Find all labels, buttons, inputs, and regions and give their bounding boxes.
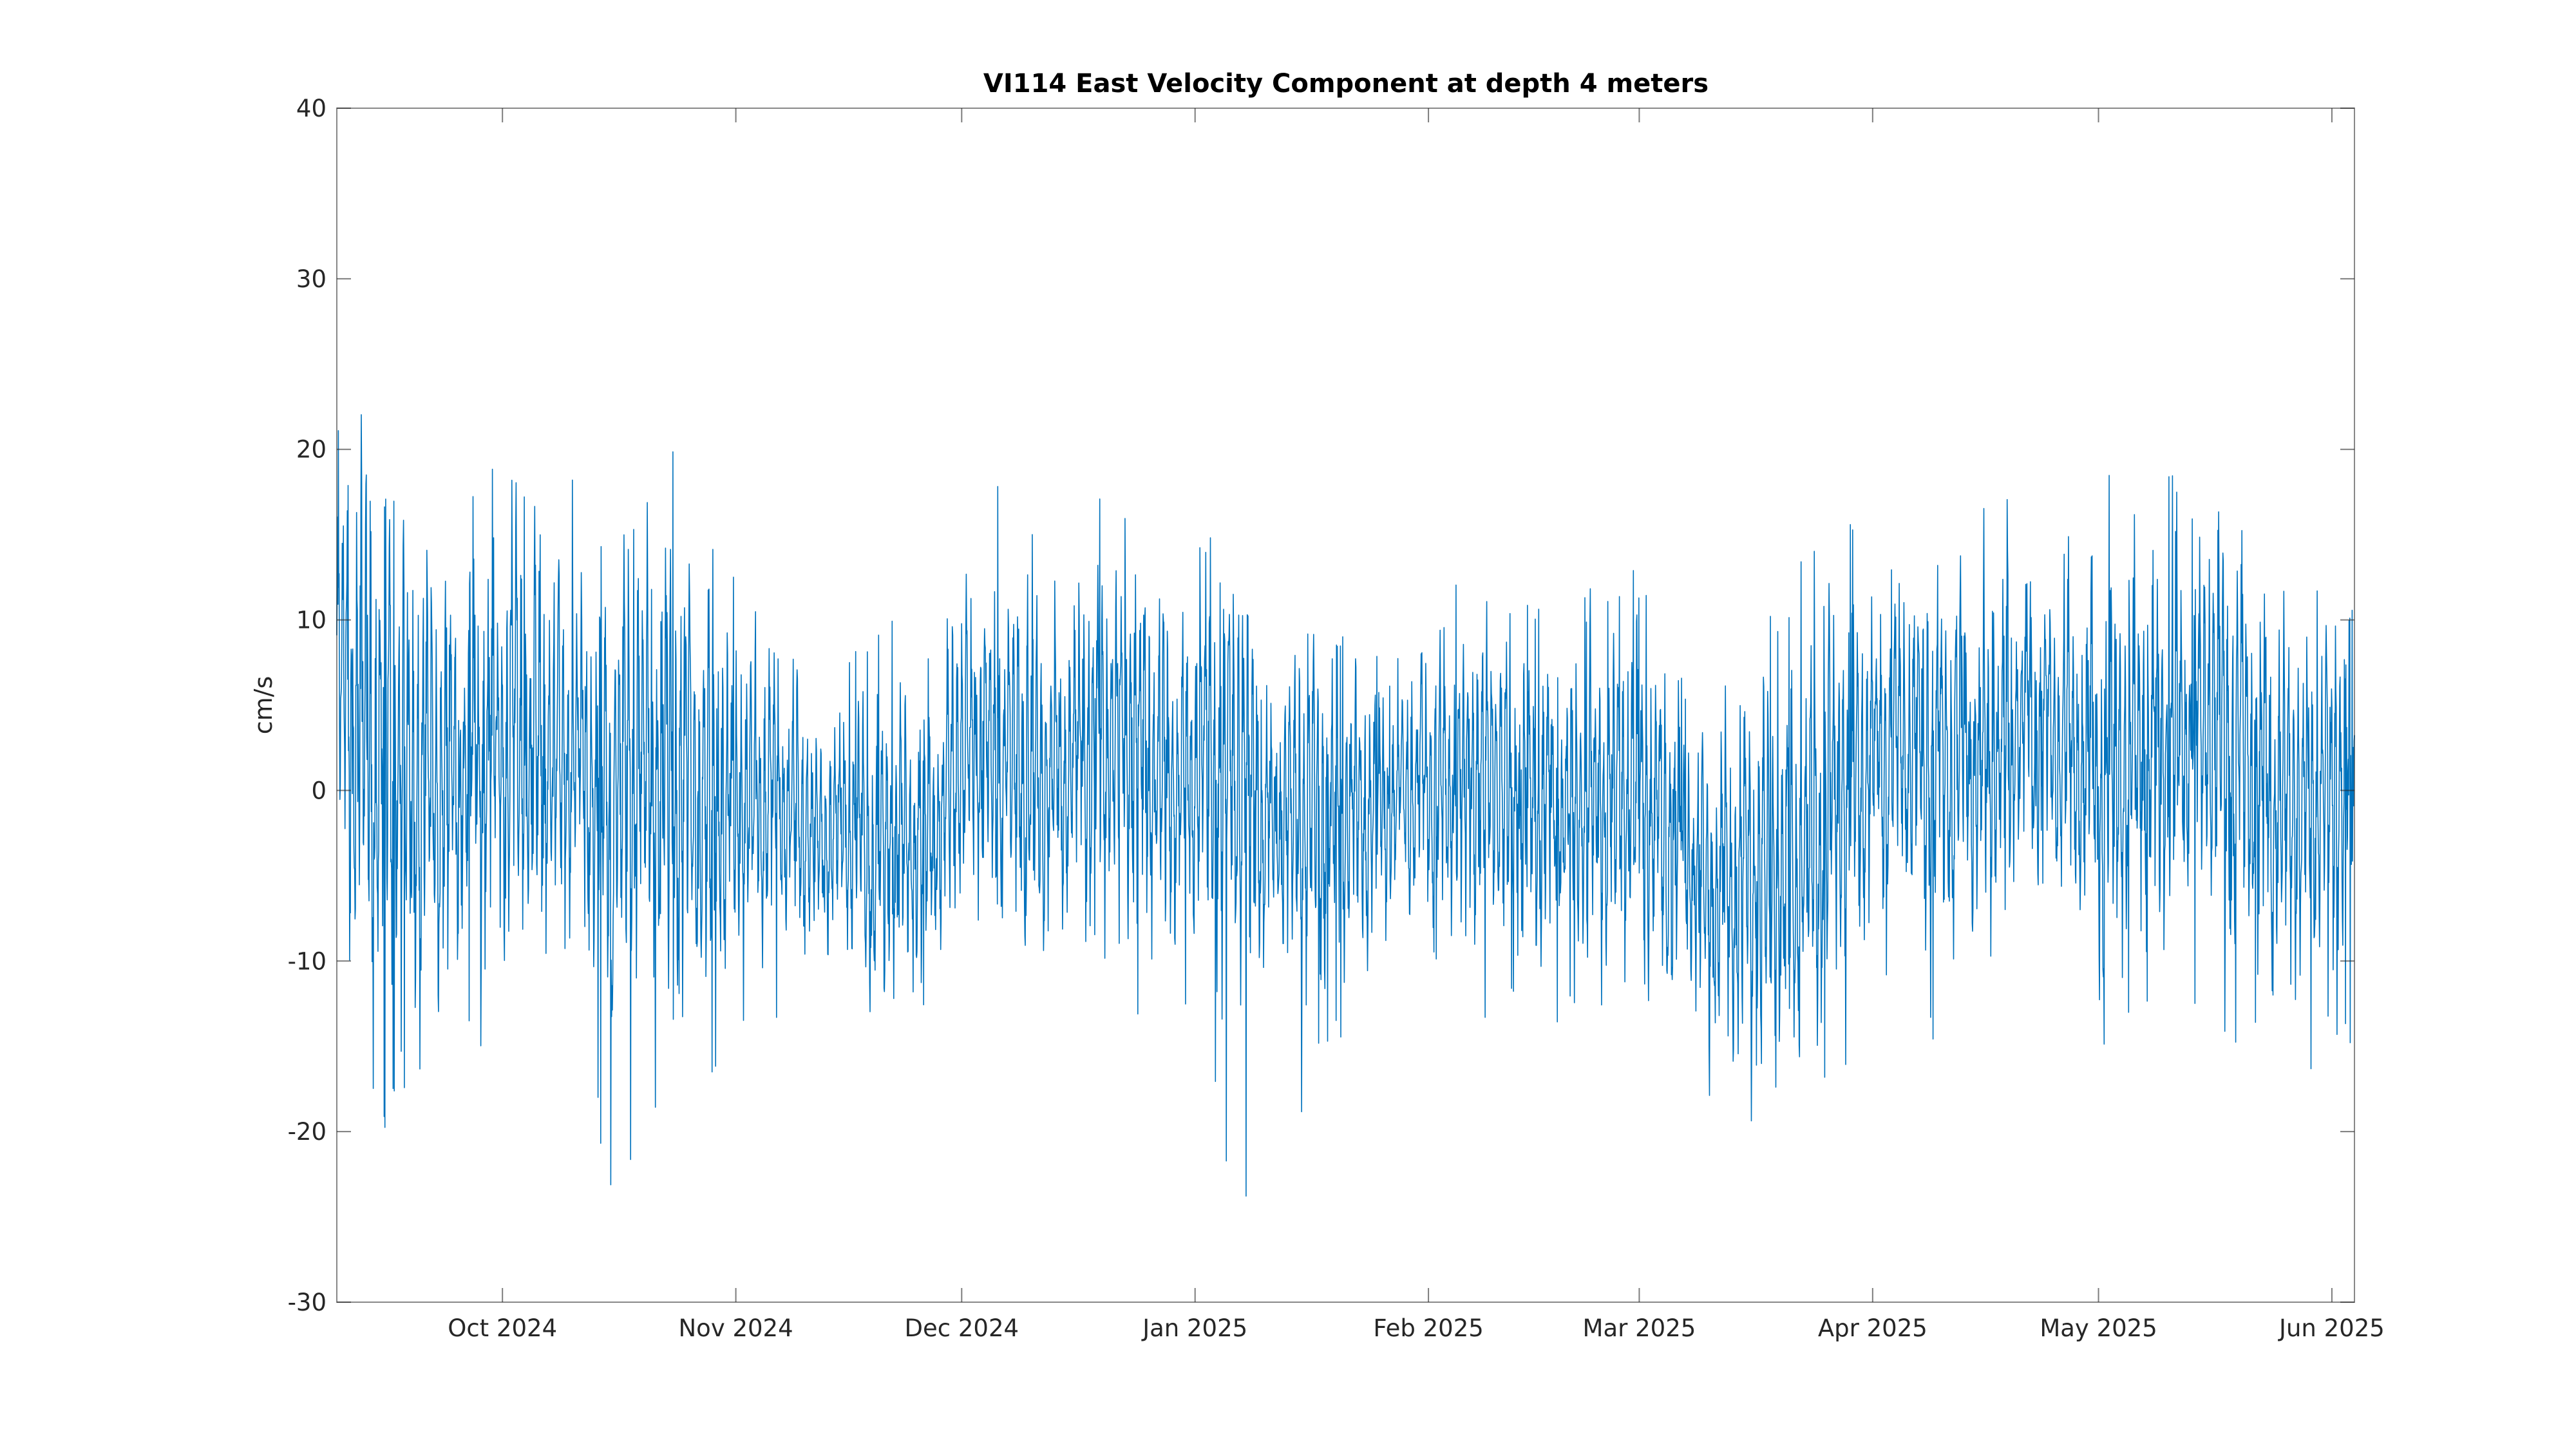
- x-tick-label: Dec 2024: [905, 1314, 1019, 1342]
- y-tick-label: 20: [296, 436, 327, 464]
- y-tick-label: -10: [288, 947, 327, 975]
- series-east-velocity: [336, 414, 2355, 1197]
- x-tick-label: Feb 2025: [1373, 1314, 1483, 1342]
- y-tick-label: -30: [288, 1289, 327, 1316]
- chart-title: VI114 East Velocity Component at depth 4…: [983, 69, 1709, 99]
- x-tick-label: May 2025: [2040, 1314, 2157, 1342]
- x-tick-label: Apr 2025: [1818, 1314, 1927, 1342]
- y-tick-label: -20: [288, 1118, 327, 1146]
- x-tick-label: Jun 2025: [2278, 1314, 2385, 1342]
- x-tick-label: Mar 2025: [1583, 1314, 1696, 1342]
- x-tick-label: Nov 2024: [679, 1314, 793, 1342]
- series-line: [336, 414, 2355, 1197]
- plot-frame: [336, 108, 2355, 1303]
- y-tick-label: 0: [311, 777, 327, 804]
- y-axis-label: cm/s: [249, 676, 278, 735]
- axis-ticks: -30 -20 -10 0 10 20 30 40 Oct 2024 Nov 2024 Dec 20…: [288, 95, 2385, 1342]
- y-tick-label: 10: [296, 607, 327, 634]
- y-tick-label: 30: [296, 265, 327, 293]
- x-tick-label: Jan 2025: [1141, 1314, 1247, 1342]
- x-tick-label: Oct 2024: [448, 1314, 557, 1342]
- y-tick-label: 40: [296, 95, 327, 122]
